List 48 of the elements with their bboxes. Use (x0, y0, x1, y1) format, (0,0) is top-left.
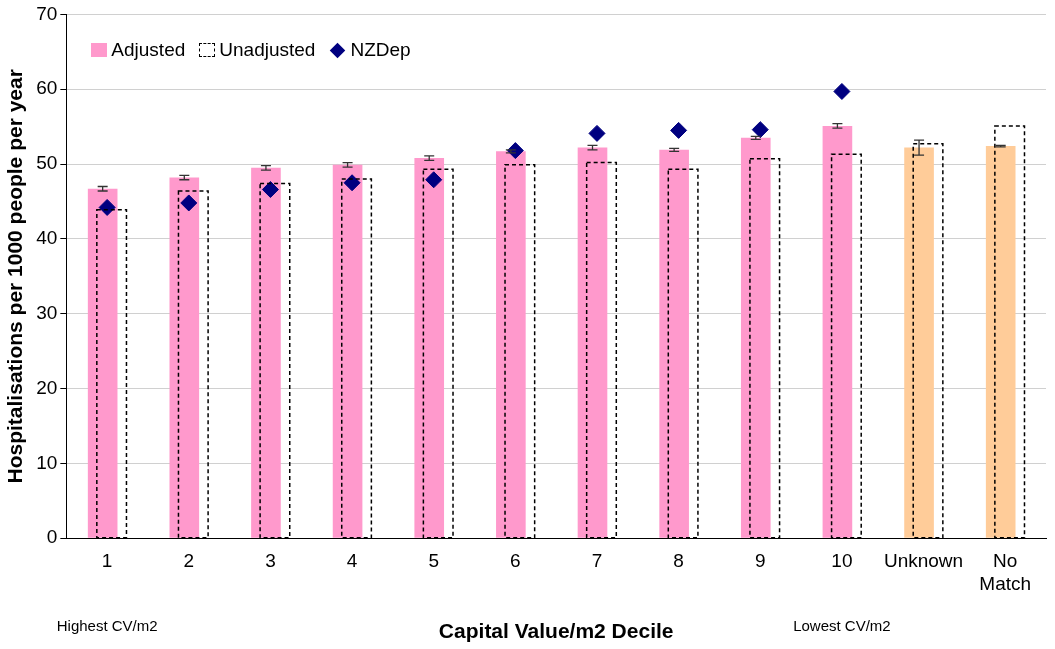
x-tick-label: 6 (510, 549, 521, 571)
point (670, 121, 688, 139)
y-tick-label: 20 (36, 376, 58, 398)
y-tick-label: 60 (36, 77, 58, 99)
x-tick-label: 10 (831, 549, 853, 571)
y-tick-label: 10 (36, 451, 58, 473)
x-tick-label: 2 (183, 549, 195, 571)
bar (414, 158, 445, 538)
point (98, 198, 116, 216)
text: Highest CV/m2 (56, 616, 158, 634)
y-tick-label: 0 (46, 526, 58, 548)
point (343, 174, 361, 192)
bar (251, 167, 281, 538)
bar (577, 147, 608, 538)
x-tick-label: 7 (591, 549, 603, 571)
y-tick-label: 40 (36, 227, 58, 249)
bar (332, 164, 363, 538)
legend-label: NZDep (350, 39, 411, 62)
x-tick-label: 1 (101, 549, 113, 571)
x-tick-label: 4 (346, 549, 358, 571)
bar (822, 125, 853, 538)
point (261, 181, 279, 198)
bar (740, 137, 771, 538)
x-axis-title: Capital Value/m2 Decile (438, 619, 674, 643)
point (833, 82, 851, 100)
bar (904, 147, 934, 538)
bar (169, 177, 200, 538)
x-tick-label: 5 (428, 549, 439, 571)
legend-label: Adjusted (111, 39, 186, 62)
bar (87, 188, 118, 538)
x-tick-label: 8 (673, 549, 684, 571)
text: Lowest CV/m2 (793, 616, 891, 634)
bar (985, 146, 1016, 538)
point (588, 124, 606, 142)
y-tick-label: 50 (36, 152, 58, 174)
x-tick-label: 3 (265, 549, 276, 571)
point (425, 171, 443, 189)
x-tick-label: Unknown (883, 549, 964, 571)
x-tick-label: No Match (979, 549, 1032, 594)
y-tick-label: 70 (36, 2, 58, 24)
x-tick-label: 9 (754, 549, 766, 571)
point (180, 194, 198, 212)
bar (496, 151, 526, 538)
point (751, 121, 769, 139)
y-axis-title: Hospitalisations per 1000 people per year (3, 69, 27, 484)
y-tick-label: 30 (36, 301, 58, 323)
bar (659, 149, 689, 538)
legend-label: Unadjusted (219, 39, 316, 62)
